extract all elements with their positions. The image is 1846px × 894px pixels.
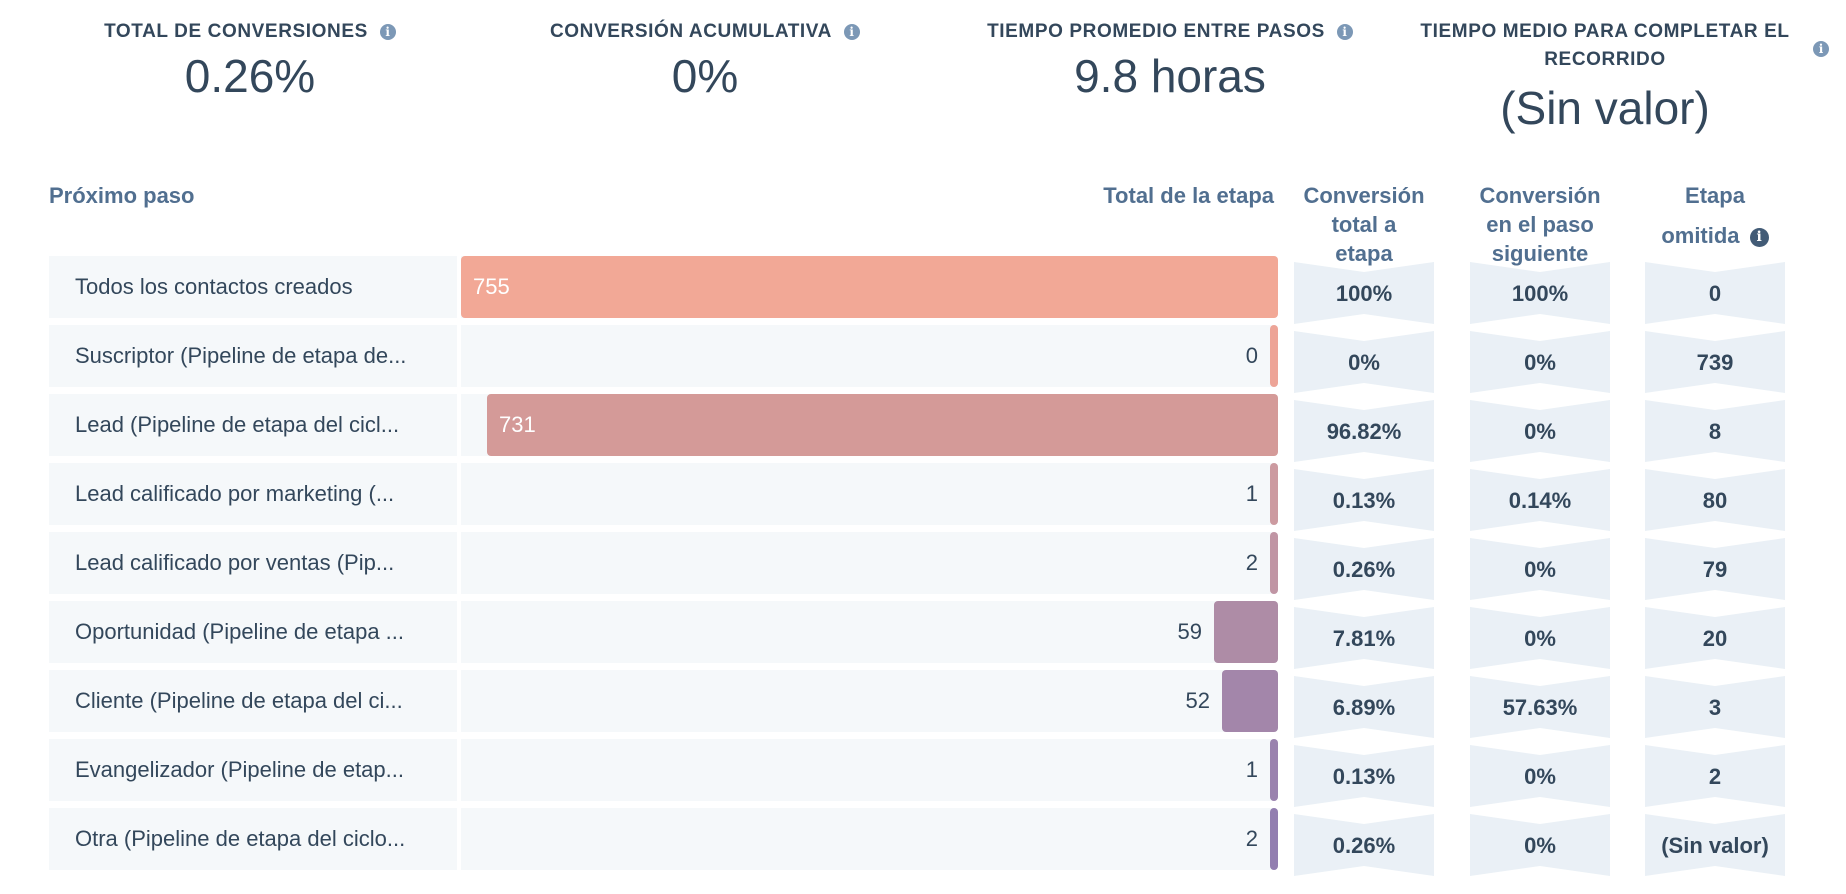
- skipped-stage-cell: 0: [1645, 262, 1785, 324]
- next-step-conversion-cell: 100%: [1470, 262, 1610, 324]
- table-row[interactable]: Oportunidad (Pipeline de etapa ... 59: [49, 601, 1278, 663]
- next-step-conversion-cell: 0%: [1470, 331, 1610, 393]
- kpi-total-conversions: TOTAL DE CONVERSIONES i 0.26%: [60, 18, 440, 148]
- total-conversion-cell: 96.82%: [1294, 400, 1434, 462]
- total-conversion-cell: 0.26%: [1294, 538, 1434, 600]
- stage-label[interactable]: Lead (Pipeline de etapa del cicl...: [75, 412, 400, 437]
- kpi-label: CONVERSIÓN ACUMULATIVA: [549, 21, 832, 42]
- table-row[interactable]: Suscriptor (Pipeline de etapa de... 0: [49, 325, 1278, 387]
- stage-total-value: 2: [1245, 550, 1258, 575]
- header-total-conversion[interactable]: Conversión total a etapa: [1303, 183, 1425, 266]
- kpi-value: (Sin valor): [1500, 82, 1710, 134]
- stage-label[interactable]: Oportunidad (Pipeline de etapa ...: [75, 619, 405, 644]
- next-step-conversion-cell: 0%: [1470, 814, 1610, 876]
- total-conversion-cell: 0.26%: [1294, 814, 1434, 876]
- stage-bar[interactable]: [1270, 463, 1278, 525]
- skipped-stage-cell: 79: [1645, 538, 1785, 600]
- skipped-stage-cell: 8: [1645, 400, 1785, 462]
- stage-total-value: 755: [473, 274, 510, 299]
- kpi-value: 9.8 horas: [1074, 50, 1266, 102]
- table-row[interactable]: Otra (Pipeline de etapa del ciclo... 2: [49, 808, 1278, 870]
- stage-label[interactable]: Suscriptor (Pipeline de etapa de...: [75, 343, 407, 368]
- next-step-conversion-cell: 0%: [1470, 607, 1610, 669]
- stage-bar-area: 731: [457, 394, 1278, 456]
- stage-bar-area: 52: [457, 670, 1278, 732]
- kpi-label: TOTAL DE CONVERSIONES: [104, 21, 368, 42]
- stage-bar[interactable]: [1270, 325, 1278, 387]
- kpi-label-line2: RECORRIDO: [1544, 49, 1666, 70]
- kpi-median-time-to-complete: TIEMPO MEDIO PARA COMPLETAR EL RECORRIDO…: [1395, 18, 1815, 148]
- next-step-conversion-cell: 0%: [1470, 745, 1610, 807]
- kpi-cumulative-conversion: CONVERSIÓN ACUMULATIVA i 0%: [515, 18, 895, 148]
- next-step-conversion-cell: 0%: [1470, 400, 1610, 462]
- total-conversion-cell: 0%: [1294, 331, 1434, 393]
- header-skipped-stage[interactable]: Etapa omitida i: [1630, 181, 1800, 250]
- stage-bar-area: 1: [457, 463, 1278, 525]
- total-conversion-cell: 0.13%: [1294, 469, 1434, 531]
- table-row[interactable]: Evangelizador (Pipeline de etap... 1: [49, 739, 1278, 801]
- table-row[interactable]: Lead calificado por ventas (Pip... 2: [49, 532, 1278, 594]
- kpi-value: 0.26%: [184, 50, 316, 102]
- header-stage-total[interactable]: Total de la etapa: [1103, 183, 1274, 208]
- stage-label[interactable]: Lead calificado por ventas (Pip...: [75, 550, 395, 575]
- skipped-stage-cell: 20: [1645, 607, 1785, 669]
- header-next-step[interactable]: Próximo paso: [49, 183, 195, 208]
- stage-bar-area: 59: [457, 601, 1278, 663]
- stage-bar[interactable]: [1222, 670, 1278, 732]
- stage-label[interactable]: Todos los contactos creados: [75, 274, 353, 299]
- table-row[interactable]: Todos los contactos creados 755: [49, 256, 1278, 318]
- info-icon[interactable]: i: [1336, 24, 1353, 40]
- stage-label[interactable]: Evangelizador (Pipeline de etap...: [75, 757, 404, 782]
- stage-bar[interactable]: [1270, 532, 1278, 594]
- info-icon[interactable]: i: [844, 24, 860, 40]
- skipped-stage-cell: 2: [1645, 745, 1785, 807]
- skipped-stage-cell: 739: [1645, 331, 1785, 393]
- stage-label[interactable]: Cliente (Pipeline de etapa del ci...: [75, 688, 403, 713]
- table-row[interactable]: Cliente (Pipeline de etapa del ci... 52: [49, 670, 1278, 732]
- stage-bar-area: 2: [457, 532, 1278, 594]
- stage-label[interactable]: Lead calificado por marketing (...: [75, 481, 395, 506]
- stage-bar-area: 2: [457, 808, 1278, 870]
- stage-total-value: 1: [1245, 481, 1258, 506]
- stage-bar[interactable]: [1270, 739, 1278, 801]
- stage-bar-area: 1: [457, 739, 1278, 801]
- skipped-stage-cell: 80: [1645, 469, 1785, 531]
- total-conversion-cell: 7.81%: [1294, 607, 1434, 669]
- info-icon[interactable]: i: [1813, 41, 1829, 57]
- skipped-stage-cell: (Sin valor): [1645, 814, 1785, 876]
- skipped-stage-cell: 3: [1645, 676, 1785, 738]
- stage-bar[interactable]: [487, 394, 1278, 456]
- table-row[interactable]: Lead calificado por marketing (... 1: [49, 463, 1278, 525]
- next-step-conversion-cell: 0%: [1470, 538, 1610, 600]
- total-conversion-cell: 100%: [1294, 262, 1434, 324]
- info-icon[interactable]: i: [1749, 228, 1769, 247]
- total-conversion-cell: 0.13%: [1294, 745, 1434, 807]
- kpi-average-time-between-steps: TIEMPO PROMEDIO ENTRE PASOS i 9.8 horas: [960, 18, 1380, 148]
- stage-bar[interactable]: [1214, 601, 1278, 663]
- table-row[interactable]: Lead (Pipeline de etapa del cicl... 731: [49, 394, 1278, 456]
- stage-bar[interactable]: [1270, 808, 1278, 870]
- stage-total-value: 2: [1245, 826, 1258, 851]
- stage-total-value: 1: [1245, 757, 1258, 782]
- stage-total-value: 52: [1185, 688, 1210, 713]
- kpi-label: TIEMPO PROMEDIO ENTRE PASOS: [987, 21, 1325, 42]
- kpi-label-line1: TIEMPO MEDIO PARA COMPLETAR EL: [1420, 21, 1790, 42]
- stage-bar-area: 0: [457, 325, 1278, 387]
- stage-total-value: 59: [1177, 619, 1202, 644]
- stage-total-value: 731: [499, 412, 536, 437]
- stage-label[interactable]: Otra (Pipeline de etapa del ciclo...: [75, 826, 406, 851]
- stage-total-value: 0: [1245, 343, 1258, 368]
- next-step-conversion-cell: 57.63%: [1470, 676, 1610, 738]
- total-conversion-cell: 6.89%: [1294, 676, 1434, 738]
- stage-bar[interactable]: [461, 256, 1278, 318]
- stage-bar-area: 755: [457, 256, 1278, 318]
- kpi-value: 0%: [671, 50, 739, 102]
- header-next-step-conversion[interactable]: Conversión en el paso siguiente: [1479, 183, 1601, 266]
- next-step-conversion-cell: 0.14%: [1470, 469, 1610, 531]
- info-icon[interactable]: i: [379, 24, 396, 40]
